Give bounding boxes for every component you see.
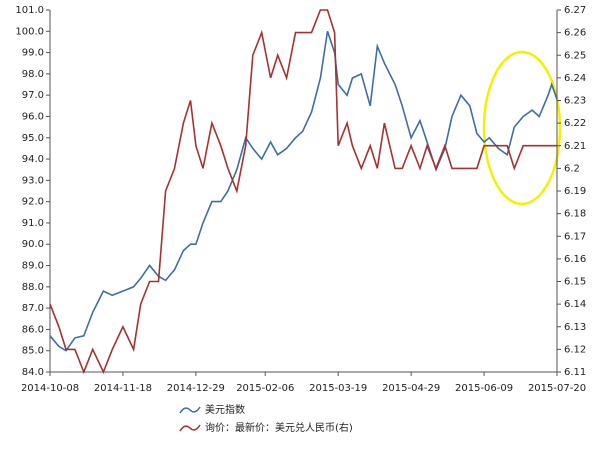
- legend-swatch: [179, 424, 201, 432]
- y-tick-label: 85.0: [22, 346, 44, 357]
- y2-tick-label: 6.25: [564, 50, 586, 61]
- y-tick-label: 98.0: [22, 69, 44, 80]
- y2-tick-label: 6.27: [564, 5, 586, 16]
- y2-tick-label: 6.12: [564, 344, 586, 355]
- y2-tick-label: 6.16: [564, 254, 586, 265]
- x-tick-label: 2014-11-18: [94, 383, 152, 394]
- y-tick-label: 87.0: [22, 303, 44, 314]
- y2-tick-label: 6.21: [564, 141, 586, 152]
- y2-tick-label: 6.17: [564, 231, 586, 242]
- y-tick-label: 97.0: [22, 90, 44, 101]
- y-tick-label: 96.0: [22, 111, 44, 122]
- y2-tick-label: 6.2: [564, 163, 580, 174]
- x-tick-label: 2015-06-09: [455, 383, 513, 394]
- y2-tick-label: 6.11: [564, 367, 586, 378]
- y-tick-label: 91.0: [22, 218, 44, 229]
- y-tick-label: 84.0: [22, 367, 44, 378]
- legend-label: 询价：最新价：美元兑人民币(右): [205, 421, 353, 434]
- y2-tick-label: 6.19: [564, 186, 586, 197]
- legend-label: 美元指数: [205, 403, 245, 416]
- y-tick-label: 92.0: [22, 197, 44, 208]
- y2-tick-label: 6.15: [564, 277, 586, 288]
- data-line: [49, 31, 558, 352]
- x-tick-label: 2015-02-06: [236, 383, 294, 394]
- y2-tick-label: 6.13: [564, 322, 586, 333]
- y2-tick-label: 6.24: [564, 73, 586, 84]
- y2-tick-label: 6.14: [564, 299, 586, 310]
- y-tick-label: 99.0: [22, 48, 44, 59]
- y-tick-label: 90.0: [22, 239, 44, 250]
- y-tick-label: 100.0: [15, 26, 44, 37]
- x-tick-label: 2015-07-20: [528, 383, 586, 394]
- x-tick-label: 2015-03-19: [309, 383, 367, 394]
- highlight-ellipse: [482, 50, 562, 206]
- y-tick-label: 93.0: [22, 175, 44, 186]
- data-line: [49, 9, 557, 375]
- y-tick-label: 86.0: [22, 324, 44, 335]
- x-tick-label: 2014-12-29: [167, 383, 225, 394]
- y2-tick-label: 6.26: [564, 28, 586, 39]
- x-tick-label: 2015-04-29: [382, 383, 440, 394]
- y-tick-label: 94.0: [22, 154, 44, 165]
- y2-tick-label: 6.23: [564, 96, 586, 107]
- y2-tick-label: 6.22: [564, 118, 586, 129]
- legend-swatch: [179, 406, 201, 414]
- y-tick-label: 101.0: [15, 5, 44, 16]
- y-tick-label: 95.0: [22, 133, 44, 144]
- y-tick-label: 88.0: [22, 282, 44, 293]
- x-tick-label: 2014-10-08: [21, 383, 79, 394]
- y-tick-label: 89.0: [22, 261, 44, 272]
- y2-tick-label: 6.18: [564, 209, 586, 220]
